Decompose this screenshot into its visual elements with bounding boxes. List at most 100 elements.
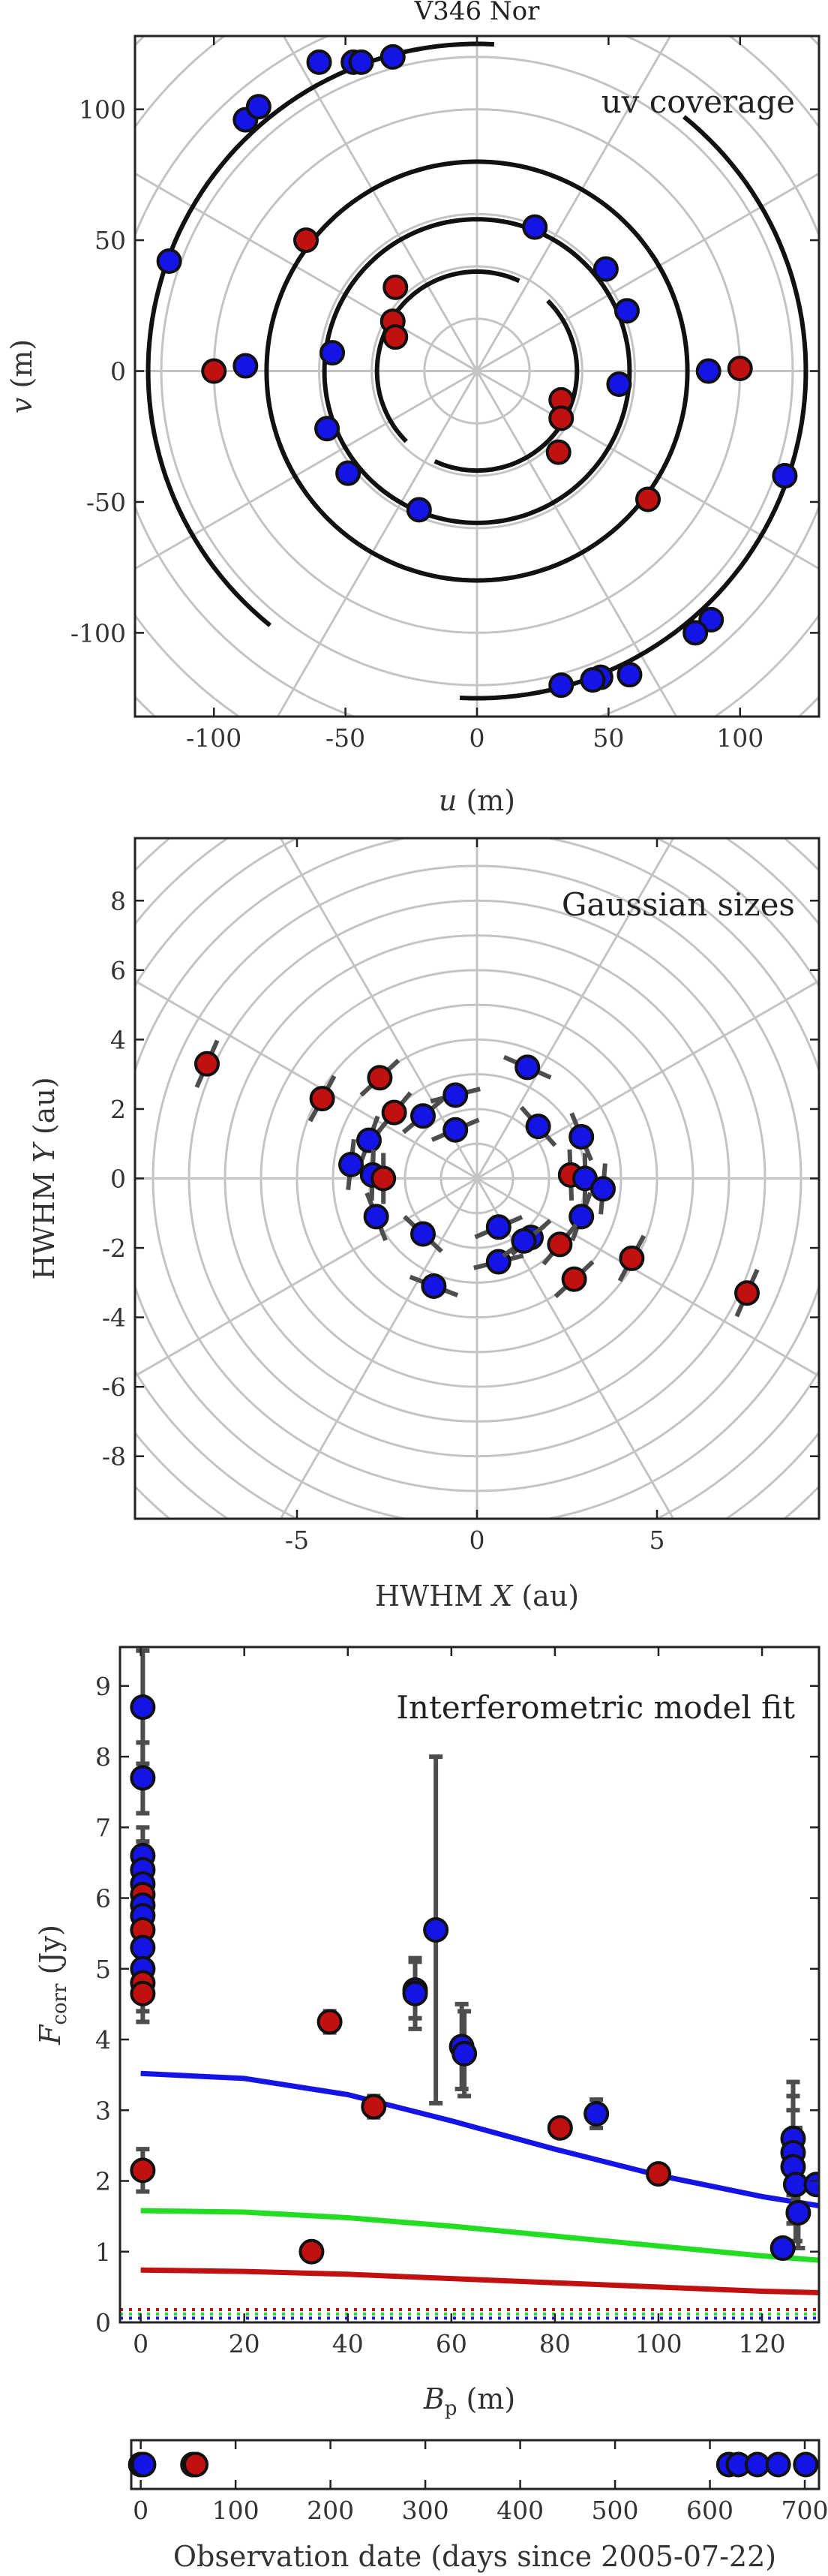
flux-point-red (645, 2161, 671, 2187)
size-point-red (547, 1231, 573, 1258)
uv-point-red (382, 274, 409, 300)
x-tick-label: 100 (212, 2496, 260, 2525)
y-tick-label: -4 (102, 1303, 126, 1333)
sizes-ylabel: HWHM Y (au) (28, 1077, 61, 1279)
grid-spoke (476, 979, 819, 1180)
uv-point-red (635, 486, 661, 512)
date-points (128, 2451, 819, 2478)
grid-spoke (276, 370, 478, 717)
x-tick-label: 60 (436, 2329, 467, 2358)
uv-point-blue (156, 248, 182, 275)
size-point-blue (356, 1127, 382, 1153)
size-point-blue (485, 1214, 512, 1240)
uv-point-blue (616, 662, 643, 688)
flux-point-blue (130, 1934, 156, 1961)
x-tick-label: 120 (739, 2329, 786, 2358)
flux-point-blue (770, 2235, 796, 2262)
grid-spoke (476, 838, 675, 1180)
x-tick-label: 0 (133, 2329, 148, 2358)
uv-ylabel: v (m) (5, 339, 38, 413)
uv-track (377, 237, 632, 525)
grid-spoke (476, 370, 678, 717)
uv-title: uv coverage (602, 83, 795, 120)
uv-point-blue (348, 49, 374, 75)
flux-point-red (130, 1980, 156, 2006)
date-point-red (183, 2451, 209, 2478)
model-curve-red (140, 2267, 819, 2295)
flux-point-blue (130, 1765, 156, 1791)
uv-point-red (548, 405, 574, 431)
flux-point-blue (130, 1694, 156, 1721)
flux-error-bars (136, 1648, 819, 2258)
x-tick-label: 80 (539, 2329, 571, 2358)
size-points (194, 1039, 760, 1318)
y-tick-label: 6 (95, 1884, 111, 1913)
x-tick-label: 700 (782, 2496, 828, 2525)
model-fit-panel: 0 20 40 60 80 100 120 0 1 2 3 4 5 6 7 8 9 Interferometric… (34, 1646, 820, 2420)
size-point-blue (442, 1082, 469, 1108)
size-point-blue (568, 1204, 595, 1230)
axes-frame (130, 2439, 820, 2490)
uv-point-red (382, 324, 409, 350)
size-point-blue (442, 1117, 469, 1143)
y-tick-label: 0 (95, 2308, 111, 2337)
size-point-blue (514, 1054, 541, 1081)
grid-spoke (476, 370, 819, 570)
y-tick-label: -8 (102, 1442, 126, 1471)
y-tick-label: 0 (110, 357, 126, 386)
dates-xlabel: Observation date (days since 2005-07-22) (173, 2540, 776, 2573)
uv-xlabel: u (m) (439, 784, 515, 817)
fit-title: Interferometric model fit (396, 1689, 795, 1726)
size-point-red (561, 1266, 587, 1292)
date-point-blue (744, 2451, 770, 2478)
uv-point-blue (406, 497, 432, 523)
y-tick-label: 4 (110, 1025, 126, 1054)
flux-point-blue (785, 2199, 812, 2226)
sizes-title: Gaussian sizes (562, 886, 795, 923)
y-tick-label: 100 (79, 95, 126, 125)
grid-spoke (279, 838, 478, 1180)
size-point-red (370, 1165, 397, 1192)
grid-spoke (135, 1177, 478, 1378)
date-point-blue (793, 2451, 819, 2478)
flux-point-red (298, 2238, 325, 2265)
grid-spoke (476, 1177, 819, 1378)
y-tick-label: 1 (95, 2238, 111, 2267)
sizes-xlabel: HWHM X (au) (375, 1580, 579, 1613)
grid-spoke (476, 36, 672, 372)
x-tick-label: 500 (592, 2496, 639, 2525)
uv-point-blue (548, 672, 574, 699)
flux-point-blue (803, 2172, 819, 2198)
y-tick-label: 3 (95, 2096, 111, 2125)
y-tick-label: 0 (110, 1165, 126, 1194)
x-tick-label: 5 (650, 1525, 665, 1555)
uv-point-blue (614, 298, 640, 324)
y-tick-label: 2 (95, 2167, 111, 2196)
grid-spoke (476, 172, 819, 372)
y-tick-label: 8 (95, 1742, 111, 1772)
uv-point-blue (772, 463, 798, 489)
uv-point-blue (380, 44, 406, 70)
size-point-blue (363, 1204, 389, 1230)
size-point-blue (525, 1114, 551, 1140)
x-tick-label: 0 (470, 723, 485, 753)
uv-track (460, 115, 808, 701)
uv-point-blue (320, 340, 346, 366)
flux-point-red (547, 2115, 573, 2141)
grid-spoke (476, 1177, 675, 1519)
size-point-blue (568, 1123, 595, 1150)
grid-spoke (135, 172, 478, 372)
gaussian-sizes-panel: -5 0 5 -8 -6 -4 -2 0 2 4 6 8 Gaussian sizes HWHM X (a… (28, 837, 820, 1613)
flux-point-blue (402, 1980, 428, 2006)
uv-points (156, 44, 798, 699)
uv-point-blue (314, 416, 340, 442)
fit-xlabel: Bp (m) (423, 2382, 515, 2420)
x-tick-label: 400 (496, 2496, 544, 2525)
polar-grid (135, 36, 819, 717)
x-tick-label: 0 (470, 1525, 485, 1555)
uv-point-red (545, 439, 572, 465)
grid-spoke (279, 1177, 478, 1519)
size-point-blue (421, 1273, 447, 1299)
uv-point-blue (245, 94, 272, 120)
